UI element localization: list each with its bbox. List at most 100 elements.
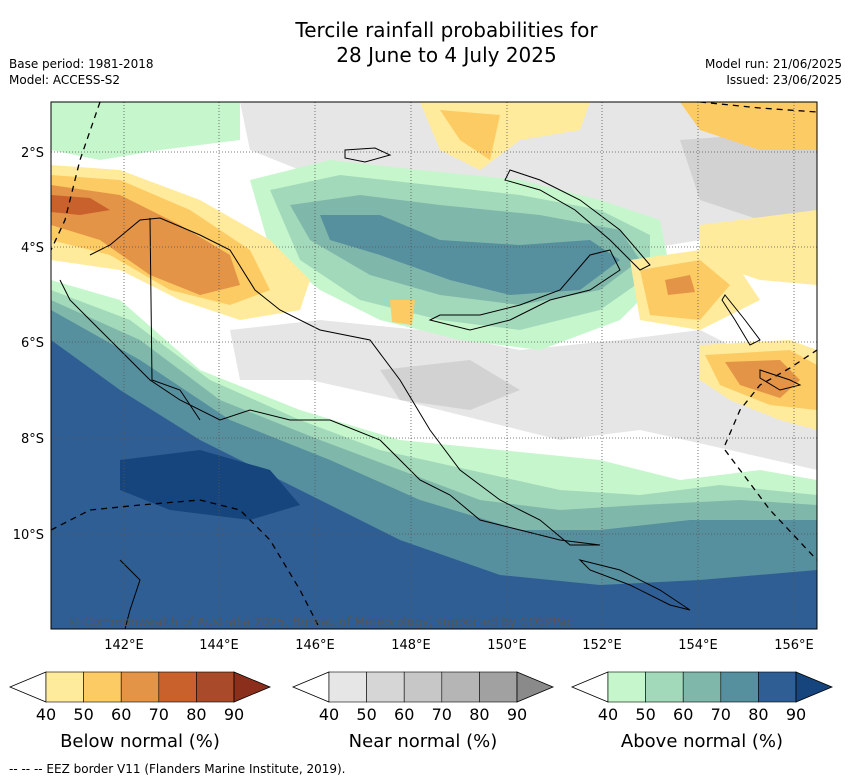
colorbar-near-tick: 70 bbox=[432, 705, 452, 724]
eez-footnote: -- -- -- EEZ border V11 (Flanders Marine… bbox=[9, 762, 346, 776]
below-normal-ne-strip bbox=[700, 210, 817, 285]
colorbar-above-title: Above normal (%) bbox=[621, 731, 783, 752]
lon-tick-142e: 142°E bbox=[104, 638, 144, 653]
colorbar-below-tick: 40 bbox=[36, 705, 56, 724]
colorbar-above-high-arrow bbox=[795, 671, 834, 703]
colorbar-near-low-arrow bbox=[291, 671, 330, 703]
eez-border-southeast bbox=[724, 449, 817, 561]
map-frame bbox=[50, 101, 818, 630]
new-ireland-coast bbox=[504, 169, 651, 271]
colorbar-below-segment bbox=[158, 671, 197, 703]
lon-ticks: 142°E 144°E 146°E 148°E 150°E 152°E 154°… bbox=[104, 638, 814, 653]
torres-coast bbox=[119, 559, 141, 629]
colorbar-above-tick: 70 bbox=[711, 705, 731, 724]
eez-borders bbox=[51, 102, 817, 629]
colorbar-near-segment bbox=[441, 671, 480, 703]
colorbar-above-segment bbox=[720, 671, 759, 703]
colorbar-above-tick: 90 bbox=[786, 705, 806, 724]
gridlines bbox=[51, 102, 817, 629]
colorbar-near: 40 50 60 70 80 90 Near normal (%) bbox=[291, 671, 555, 752]
below-normal-east-60 bbox=[665, 275, 695, 295]
lon-tick-146e: 146°E bbox=[295, 638, 335, 653]
colorbar-below-tick: 60 bbox=[111, 705, 131, 724]
lon-tick-148e: 148°E bbox=[391, 638, 431, 653]
solomon-islands-coast bbox=[759, 369, 802, 391]
colorbar-above-segment bbox=[607, 671, 646, 703]
lat-tick-6s: 6°S bbox=[21, 336, 44, 351]
colorbar-below-high-arrow bbox=[233, 671, 272, 703]
eez-border-northeast bbox=[699, 102, 817, 113]
issued-date: Issued: 23/06/2025 bbox=[726, 73, 842, 87]
lat-tick-2s: 2°S bbox=[21, 146, 44, 161]
colorbar-above-low-arrow bbox=[570, 671, 609, 703]
colorbar-near-tick: 80 bbox=[469, 705, 489, 724]
title-line-1: Tercile rainfall probabilities for bbox=[295, 18, 598, 42]
model-name: Model: ACCESS-S2 bbox=[9, 73, 121, 87]
eez-border-southwest bbox=[51, 499, 321, 629]
near-normal-central bbox=[230, 320, 817, 470]
map-layers: © Commonwealth of Australia 2025, Bureau… bbox=[51, 102, 817, 629]
colorbar-above-tick: 50 bbox=[635, 705, 655, 724]
colorbar-below-segment bbox=[120, 671, 160, 703]
colorbar-below-tick: 70 bbox=[149, 705, 169, 724]
title-line-2: 28 June to 4 July 2025 bbox=[336, 43, 557, 67]
meta-right: Model run: 21/06/2025 Issued: 23/06/2025 bbox=[705, 56, 842, 88]
colorbar-near-tick: 60 bbox=[394, 705, 414, 724]
above-normal-gulf-90 bbox=[120, 450, 300, 520]
copyright-text: © Commonwealth of Australia 2025, Bureau… bbox=[68, 615, 573, 629]
colorbar-above-tick: 60 bbox=[673, 705, 693, 724]
lat-tick-10s: 10°S bbox=[13, 528, 44, 543]
colorbar-near-segment bbox=[366, 671, 405, 703]
colorbar-near-title: Near normal (%) bbox=[349, 731, 498, 752]
colorbar-near-tick: 90 bbox=[507, 705, 527, 724]
colorbar-above-tick: 40 bbox=[598, 705, 618, 724]
colorbar-below-tick: 50 bbox=[73, 705, 93, 724]
colorbar-above-segment bbox=[645, 671, 684, 703]
model-run: Model run: 21/06/2025 bbox=[704, 57, 842, 71]
coastlines bbox=[59, 147, 802, 629]
colorbar-above-segment bbox=[682, 671, 722, 703]
colorbar-below-segment bbox=[83, 671, 122, 703]
colorbar-below-tick: 80 bbox=[186, 705, 206, 724]
border-west bbox=[149, 217, 201, 421]
colorbar-above-tick: 80 bbox=[748, 705, 768, 724]
new-britain-coast bbox=[428, 249, 621, 331]
near-normal-dark bbox=[680, 130, 817, 230]
lat-tick-8s: 8°S bbox=[21, 432, 44, 447]
colorbar-near-tick: 50 bbox=[356, 705, 376, 724]
lat-tick-4s: 4°S bbox=[21, 241, 44, 256]
colorbar-below-title: Below normal (%) bbox=[60, 731, 220, 752]
lon-tick-152e: 152°E bbox=[582, 638, 622, 653]
lon-tick-154e: 154°E bbox=[678, 638, 718, 653]
colorbar-near-segment bbox=[403, 671, 443, 703]
manus-coast bbox=[344, 147, 392, 163]
near-normal-dark-2 bbox=[380, 360, 520, 410]
eez-border-west bbox=[51, 102, 101, 251]
lon-tick-144e: 144°E bbox=[199, 638, 239, 653]
colorbar-near-segment bbox=[328, 671, 367, 703]
new-guinea-mainland-coast bbox=[59, 217, 601, 546]
below-normal-small bbox=[390, 300, 415, 325]
colorbar-below-tick: 90 bbox=[224, 705, 244, 724]
below-normal-ne-40 bbox=[680, 102, 817, 150]
above-normal-north-70 bbox=[320, 215, 620, 295]
colorbar-below-segment bbox=[45, 671, 84, 703]
below-normal-north-50 bbox=[440, 110, 500, 160]
meta-left: Base period: 1981-2018 Model: ACCESS-S2 bbox=[9, 56, 154, 88]
lon-tick-150e: 150°E bbox=[487, 638, 527, 653]
lon-tick-156e: 156°E bbox=[774, 638, 814, 653]
bougainville-coast bbox=[721, 294, 761, 346]
colorbar-near-tick: 40 bbox=[319, 705, 339, 724]
lat-ticks: 2°S 4°S 6°S 8°S 10°S bbox=[13, 146, 44, 543]
colorbar-below-low-arrow bbox=[8, 671, 47, 703]
colorbar-below-segment bbox=[196, 671, 235, 703]
below-normal-west-60 bbox=[51, 185, 240, 295]
above-normal-south-80 bbox=[51, 340, 817, 629]
colorbar-above-segment bbox=[758, 671, 797, 703]
colorbar-near-high-arrow bbox=[516, 671, 555, 703]
east-tip-islands bbox=[578, 559, 691, 611]
